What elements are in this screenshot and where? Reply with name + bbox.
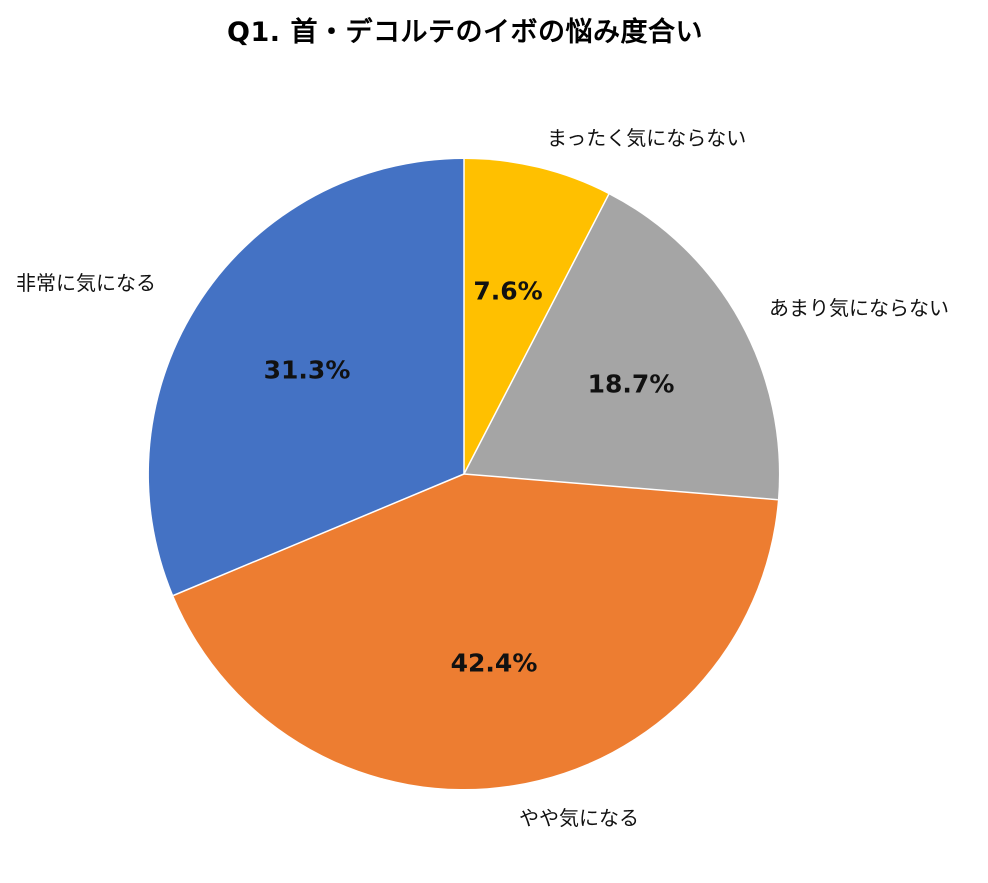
category-label-not-at-all: まったく気にならない <box>547 126 747 150</box>
slice-somewhat <box>173 474 778 790</box>
slice-very-much <box>148 158 465 596</box>
pct-label-somewhat: 42.4% <box>450 648 538 678</box>
slice-not-much <box>464 194 779 500</box>
pct-label-not-much: 18.7% <box>587 369 675 399</box>
category-label-not-much: あまり気にならない <box>769 296 949 320</box>
pct-label-very-much: 31.3% <box>263 355 351 385</box>
pct-label-not-at-all: 7.6% <box>473 276 543 306</box>
chart-title: Q1. 首・デコルテのイボの悩み度合い <box>227 17 703 48</box>
category-label-somewhat: やや気になる <box>519 806 639 830</box>
category-label-very-much: 非常に気になる <box>16 271 156 295</box>
slice-not-at-all <box>464 158 609 474</box>
